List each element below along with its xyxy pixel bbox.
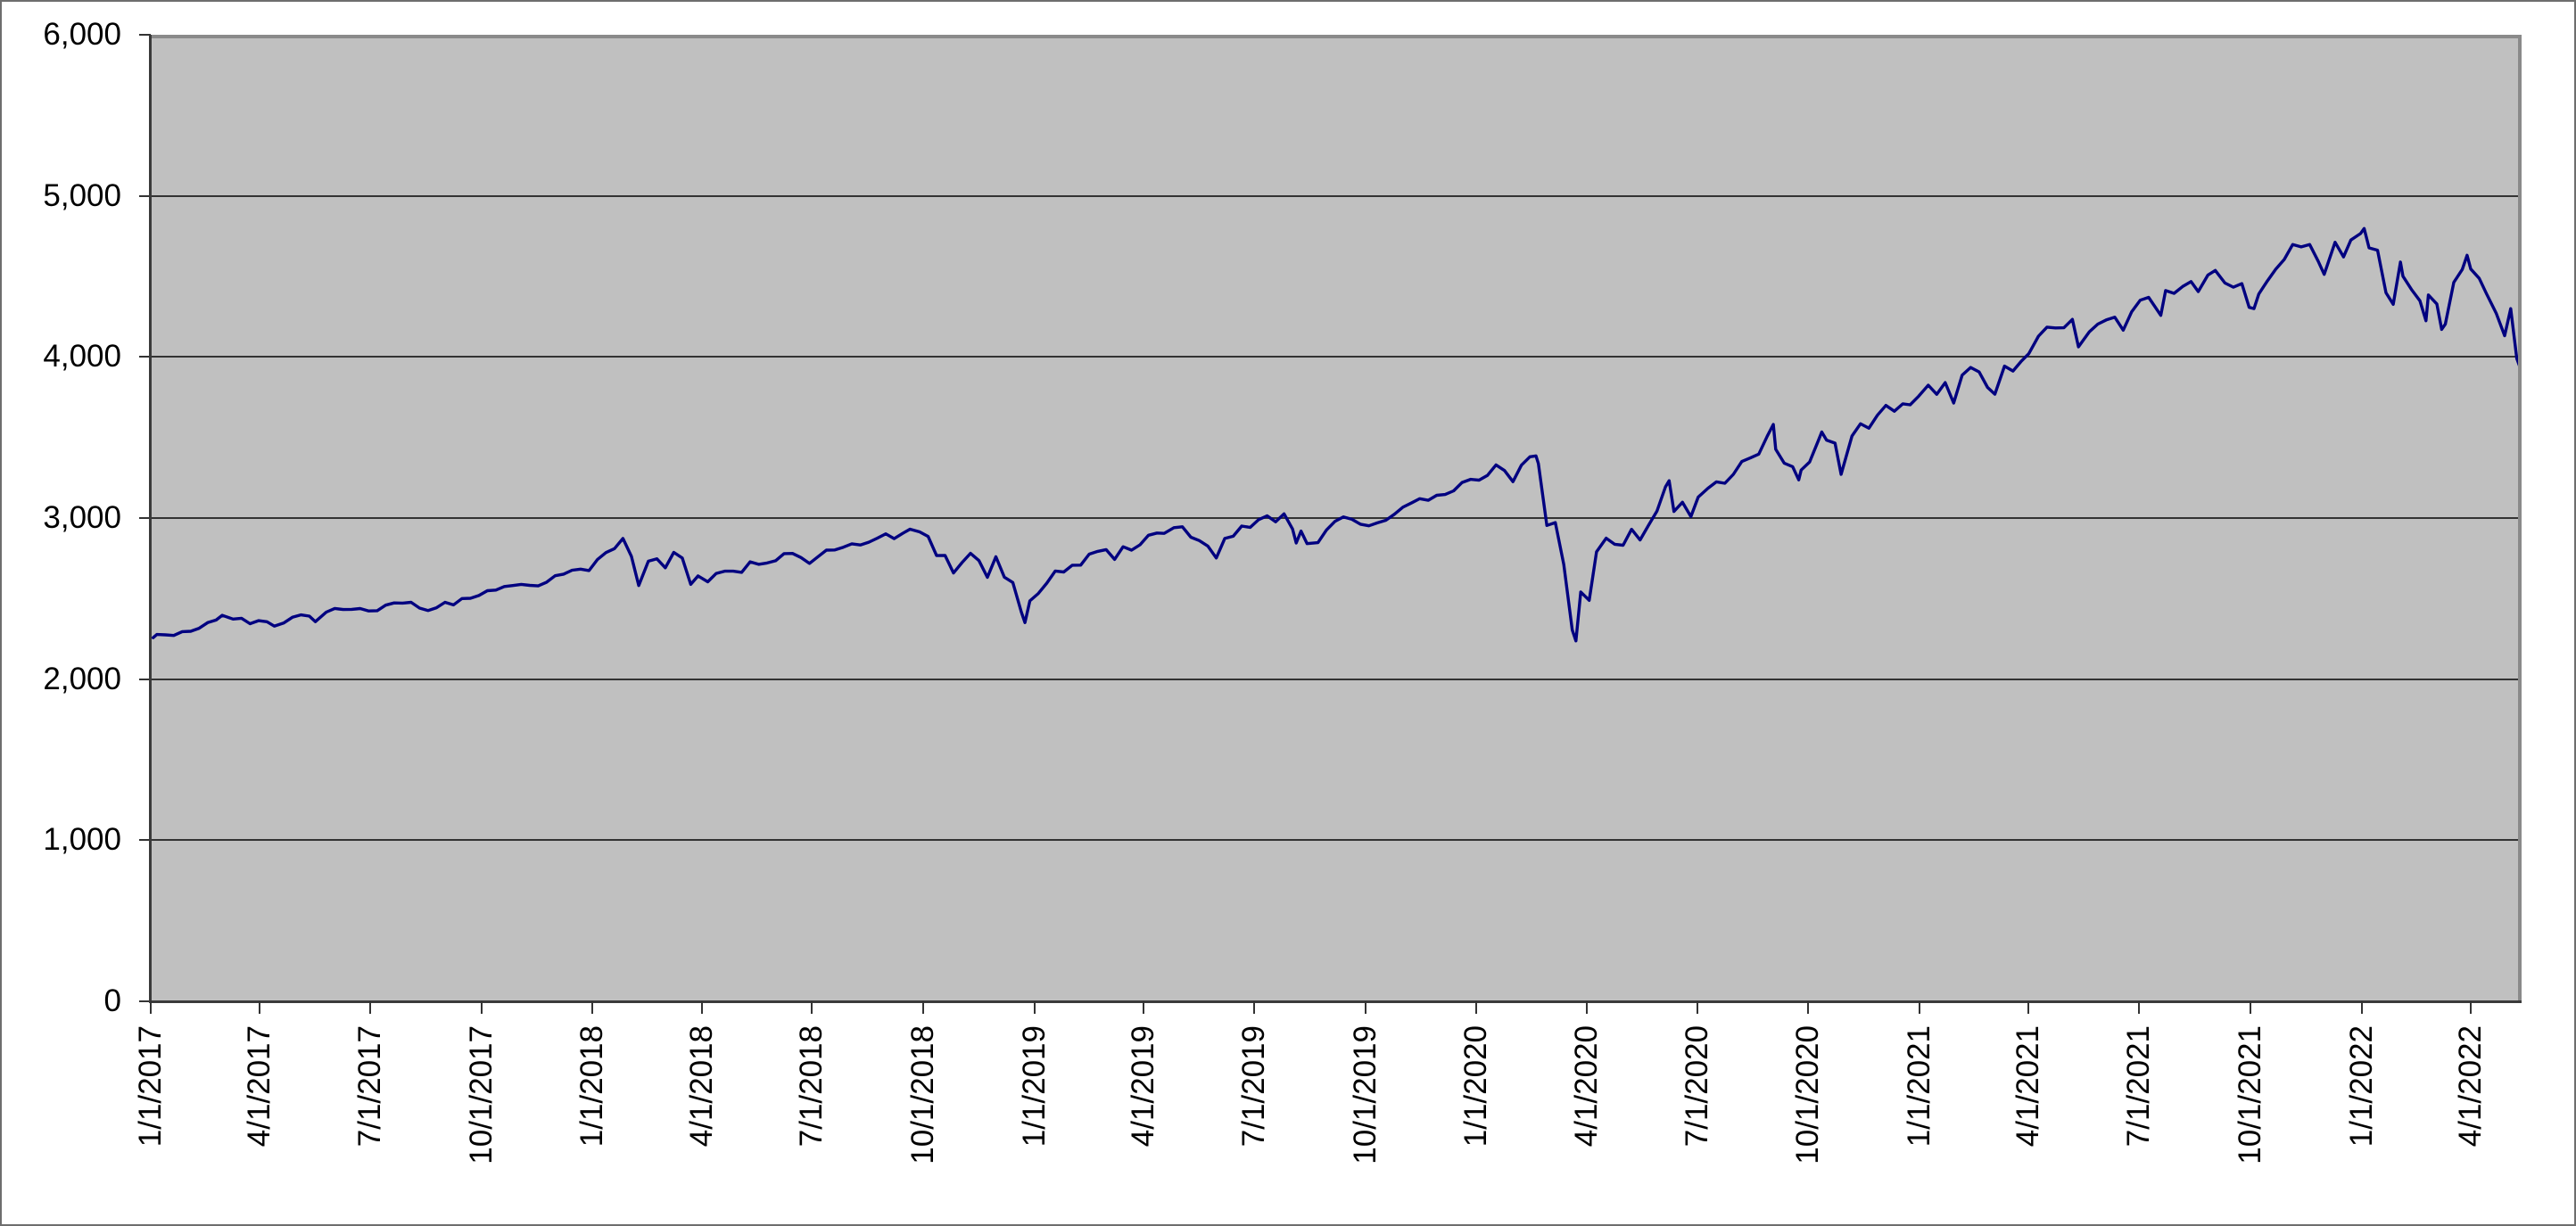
x-axis-line bbox=[149, 1000, 2522, 1003]
x-axis-tick bbox=[811, 1001, 813, 1014]
y-axis-line bbox=[149, 35, 152, 1003]
x-axis-tick-label: 7/1/2017 bbox=[351, 1025, 387, 1148]
x-axis-tick bbox=[2469, 1001, 2472, 1014]
x-axis-tick-label: 7/1/2018 bbox=[794, 1025, 830, 1148]
line-chart bbox=[152, 226, 2522, 643]
x-axis-tick-label: 4/1/2018 bbox=[683, 1025, 719, 1148]
x-axis-tick-label: 10/1/2017 bbox=[463, 1025, 499, 1164]
x-axis-tick-label: 7/1/2019 bbox=[1235, 1025, 1271, 1148]
x-axis-tick bbox=[2249, 1001, 2251, 1014]
x-axis-tick bbox=[2138, 1001, 2141, 1014]
x-axis-tick bbox=[1586, 1001, 1588, 1014]
y-axis-tick bbox=[139, 356, 151, 358]
x-axis-tick bbox=[1475, 1001, 1478, 1014]
x-axis-tick-label: 10/1/2020 bbox=[1790, 1025, 1826, 1164]
x-axis-tick bbox=[2027, 1001, 2030, 1014]
y-axis-tick-label: 5,000 bbox=[43, 177, 121, 213]
x-axis-tick-label: 1/1/2018 bbox=[574, 1025, 610, 1148]
x-axis-tick bbox=[1252, 1001, 1255, 1014]
y-axis-tick-label: 4,000 bbox=[43, 339, 121, 374]
x-axis-tick-label: 10/1/2019 bbox=[1347, 1025, 1383, 1164]
gridline-4000 bbox=[151, 356, 2522, 358]
plot-border-right bbox=[2518, 35, 2522, 1001]
y-axis-tick-label: 3,000 bbox=[43, 500, 121, 535]
gridline-1000 bbox=[151, 839, 2522, 842]
y-axis-tick bbox=[139, 517, 151, 519]
x-axis-tick bbox=[480, 1001, 483, 1014]
x-axis-tick-label: 10/1/2021 bbox=[2232, 1025, 2267, 1164]
x-axis-tick bbox=[591, 1001, 594, 1014]
x-axis-tick bbox=[922, 1001, 925, 1014]
x-axis-tick-label: 4/1/2017 bbox=[242, 1025, 277, 1148]
y-axis-tick bbox=[139, 678, 151, 680]
x-axis-tick-label: 4/1/2021 bbox=[2010, 1025, 2046, 1148]
gridline-2000 bbox=[151, 678, 2522, 680]
x-axis-tick-label: 1/1/2021 bbox=[1902, 1025, 1937, 1148]
x-axis-tick bbox=[368, 1001, 371, 1014]
y-axis-tick bbox=[139, 839, 151, 842]
x-axis-tick bbox=[1696, 1001, 1698, 1014]
x-axis-tick-label: 4/1/2022 bbox=[2452, 1025, 2488, 1148]
y-axis-tick bbox=[139, 34, 151, 36]
gridline-5000 bbox=[151, 194, 2522, 197]
y-axis-tick bbox=[139, 194, 151, 197]
x-axis-tick-label: 4/1/2020 bbox=[1569, 1025, 1604, 1148]
x-axis-tick bbox=[1143, 1001, 1145, 1014]
x-axis-tick-label: 4/1/2019 bbox=[1126, 1025, 1161, 1148]
x-axis-tick-label: 7/1/2020 bbox=[1679, 1025, 1714, 1148]
x-axis-tick bbox=[1033, 1001, 1036, 1014]
x-axis-tick-label: 1/1/2017 bbox=[133, 1025, 168, 1148]
x-axis-tick bbox=[259, 1001, 261, 1014]
y-axis-tick-label: 2,000 bbox=[43, 661, 121, 696]
y-axis-tick bbox=[139, 1000, 151, 1002]
x-axis-tick-label: 1/1/2022 bbox=[2343, 1025, 2379, 1148]
plot-area bbox=[149, 35, 2522, 1003]
x-axis-tick bbox=[1919, 1001, 1921, 1014]
x-axis-tick-label: 10/1/2018 bbox=[905, 1025, 941, 1164]
y-axis-tick-label: 6,000 bbox=[43, 17, 121, 52]
x-axis-tick-label: 7/1/2021 bbox=[2121, 1025, 2157, 1148]
x-axis-tick bbox=[1364, 1001, 1366, 1014]
plot-border-top bbox=[151, 35, 2522, 38]
x-axis-tick bbox=[1807, 1001, 1810, 1014]
x-axis-tick bbox=[2360, 1001, 2363, 1014]
y-axis-tick-label: 1,000 bbox=[43, 822, 121, 858]
gridline-3000 bbox=[151, 517, 2522, 519]
x-axis-tick-label: 1/1/2019 bbox=[1016, 1025, 1052, 1148]
x-axis-tick-label: 1/1/2020 bbox=[1458, 1025, 1494, 1148]
y-axis-tick-label: 0 bbox=[103, 983, 121, 1018]
x-axis-tick bbox=[700, 1001, 703, 1014]
x-axis-tick bbox=[150, 1001, 152, 1014]
price-line-series bbox=[152, 226, 2522, 643]
